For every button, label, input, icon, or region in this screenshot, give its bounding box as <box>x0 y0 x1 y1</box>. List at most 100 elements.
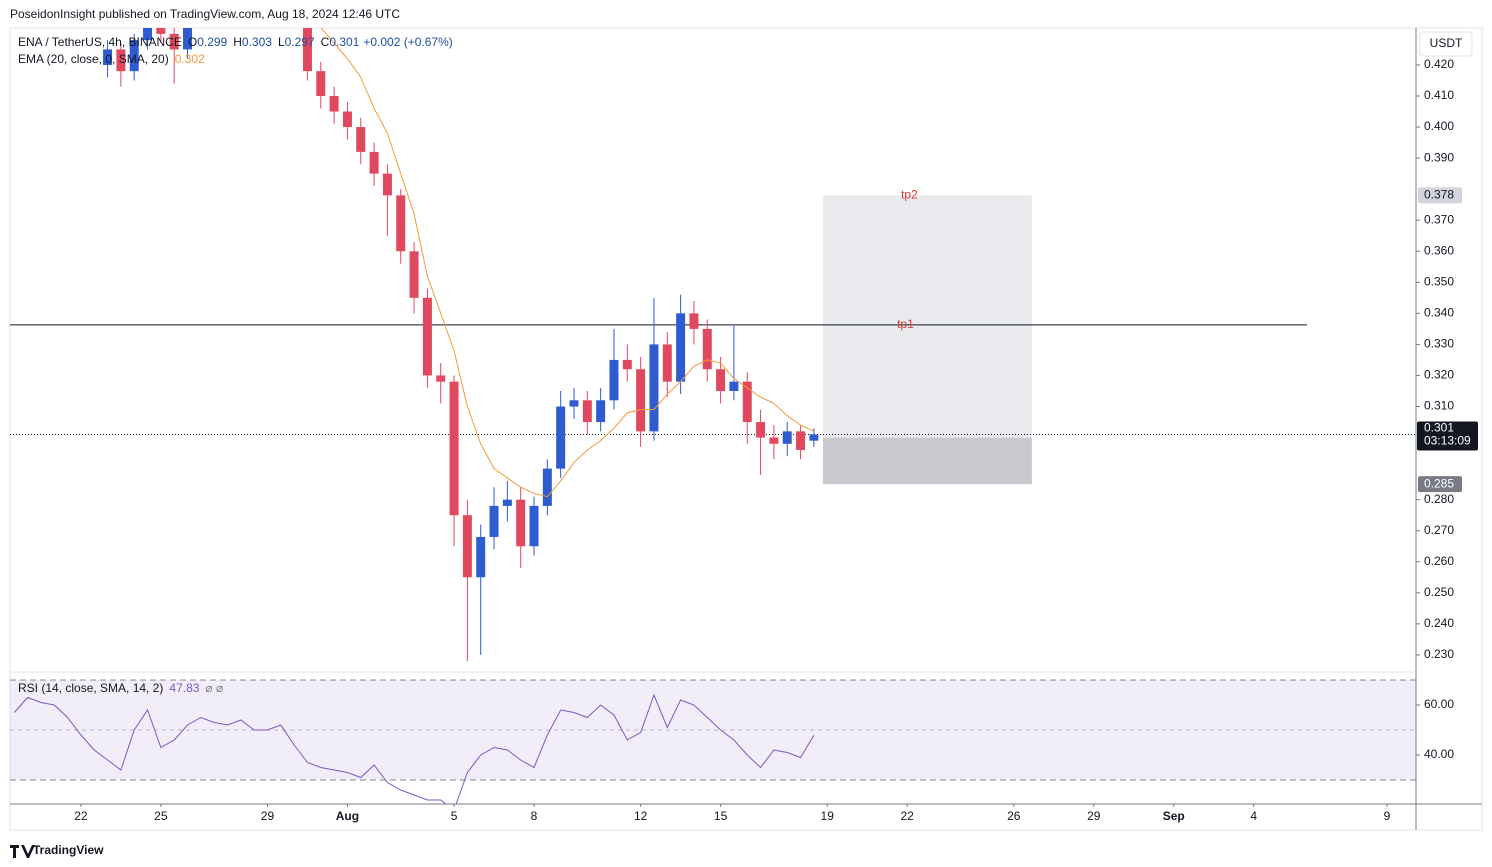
x-tick-label: 29 <box>1087 809 1101 823</box>
ohlc-label: L <box>278 35 285 49</box>
rsi-y-tick-label: 60.00 <box>1424 697 1454 711</box>
candle-body <box>716 369 726 391</box>
candle-body <box>369 151 379 174</box>
y-tick-label: 0.420 <box>1424 57 1454 71</box>
candle-body <box>702 328 712 370</box>
candle-body <box>436 375 446 382</box>
ema-name: EMA (20, close, 0, SMA, 20) <box>18 52 169 66</box>
header-title: PoseidonInsight published on TradingView… <box>10 7 400 21</box>
position-target <box>822 195 1032 438</box>
legend-ema-line: EMA (20, close, 0, SMA, 20) 0.302 <box>18 52 205 66</box>
frame <box>9 27 1483 831</box>
y-tick-label: 0.240 <box>1424 616 1454 630</box>
candle-body <box>183 28 193 50</box>
candle-body <box>143 28 153 41</box>
candle-body <box>662 344 672 382</box>
horizontal-line-label: tp1 <box>897 317 914 331</box>
y-tick-label: 0.370 <box>1424 212 1454 226</box>
position-stop <box>822 437 1032 485</box>
x-tick-label: 26 <box>1007 809 1021 823</box>
x-tick-label: 4 <box>1250 809 1257 823</box>
candle-body <box>596 400 606 423</box>
y-tick-label: 0.260 <box>1424 554 1454 568</box>
candle-body <box>529 505 539 547</box>
position-label: tp2 <box>901 188 918 202</box>
candle-body <box>462 515 472 578</box>
candle-body <box>796 431 806 450</box>
y-tick-label: 0.330 <box>1424 337 1454 351</box>
ohlc-label: H <box>233 35 242 49</box>
x-tick-label: 25 <box>154 809 168 823</box>
candle-body <box>302 28 312 72</box>
candle-body <box>169 33 179 50</box>
y-tick-label: 0.350 <box>1424 274 1454 288</box>
ohlc-label: O <box>188 35 197 49</box>
x-tick-label: Aug <box>336 809 359 823</box>
y-tick-label: 0.360 <box>1424 243 1454 257</box>
candle-body <box>396 195 406 252</box>
last-price-badge <box>1417 421 1478 451</box>
candle-body <box>556 406 566 469</box>
rsi-y-tick-label: 40.00 <box>1424 747 1454 761</box>
candle-body <box>729 381 739 391</box>
x-tick-label: 8 <box>531 809 538 823</box>
brand: TradingView <box>33 843 104 857</box>
candle-body <box>649 344 659 432</box>
candle-body <box>449 381 459 516</box>
candle-body <box>569 400 579 407</box>
price-badge-label: 0.378 <box>1424 188 1454 202</box>
ema-value: 0.302 <box>175 52 205 66</box>
currency: USDT <box>1430 36 1463 50</box>
ohlc-value: 0.299 <box>197 35 227 49</box>
x-tick-label: 5 <box>451 809 458 823</box>
y-tick-label: 0.340 <box>1424 306 1454 320</box>
last-price-label: 0.301 <box>1424 421 1454 435</box>
candle-body <box>316 71 326 97</box>
axes: 0.230 0.240 0.250 0.260 0.270 0.280 0.310 0.320… <box>18 35 1478 823</box>
rsi-pane <box>10 679 1416 804</box>
candle-body <box>409 251 419 298</box>
y-tick-label: 0.310 <box>1424 399 1454 413</box>
legend-symbol-line: ENA / TetherUS, 4h, BINANCE O0.299 H0.303 L… <box>18 35 453 49</box>
candle-body <box>342 111 352 128</box>
x-tick-label: 29 <box>261 809 275 823</box>
candle-body <box>329 96 339 112</box>
candle-body <box>129 40 139 72</box>
candle-body <box>502 499 512 506</box>
ohlc-label: C <box>321 35 330 49</box>
candle-body <box>476 536 486 578</box>
x-tick-label: 22 <box>74 809 88 823</box>
price-badge <box>1418 187 1462 204</box>
candle-body <box>582 400 592 423</box>
symbol: ENA / TetherUS, 4h, BINANCE <box>18 35 182 49</box>
candle-body <box>382 173 392 196</box>
ohlc-value: 0.301 <box>329 35 359 49</box>
x-tick-label: Sep <box>1163 809 1185 823</box>
price-badge-label: 0.285 <box>1424 476 1454 490</box>
x-tick-label: 19 <box>821 809 835 823</box>
ohlc-value: 0.303 <box>242 35 272 49</box>
x-tick-label: 12 <box>634 809 648 823</box>
y-tick-label: 0.270 <box>1424 523 1454 537</box>
rsi-name: RSI (14, close, SMA, 14, 2) <box>18 681 163 695</box>
y-tick-label: 0.230 <box>1424 647 1454 661</box>
x-tick-label: 15 <box>714 809 728 823</box>
rsi-line <box>13 693 815 804</box>
y-tick-label: 0.280 <box>1424 492 1454 506</box>
ohlc-value: 0.297 <box>285 35 315 49</box>
candle-body <box>689 313 699 329</box>
y-tick-label: 0.320 <box>1424 368 1454 382</box>
countdown: 03:13:09 <box>1424 434 1471 448</box>
y-tick-label: 0.400 <box>1424 119 1454 133</box>
candle-body <box>676 313 686 382</box>
candle-body <box>156 28 166 34</box>
rsi-value: 47.83 <box>169 681 199 695</box>
brand-logo <box>10 845 35 858</box>
candle-body <box>782 431 792 444</box>
candle-body <box>542 468 552 506</box>
candle-body <box>742 381 752 423</box>
y-tick-label: 0.410 <box>1424 88 1454 102</box>
candle-body <box>756 422 766 438</box>
x-tick-label: 9 <box>1384 809 1391 823</box>
